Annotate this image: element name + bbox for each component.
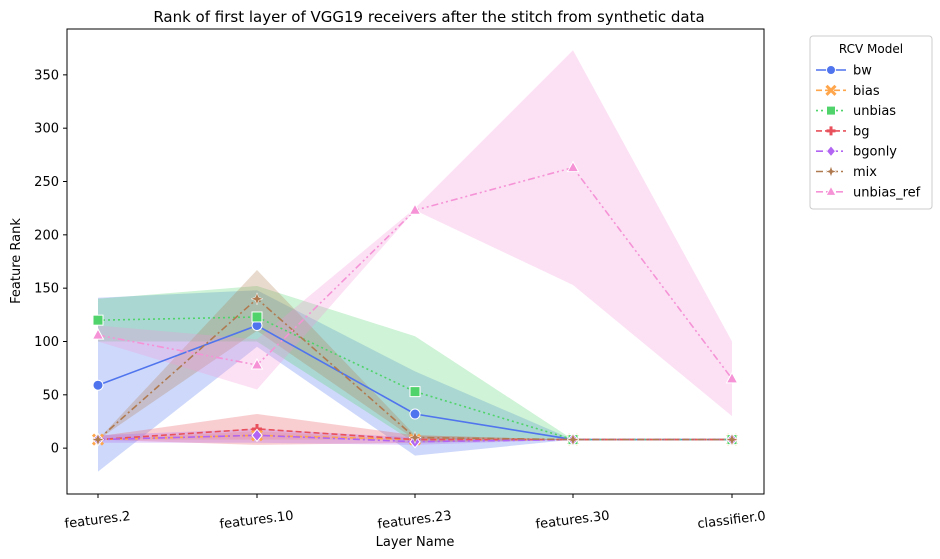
legend-marker-mix-shape (824, 165, 838, 178)
legend-marker-bg-shape (826, 126, 836, 136)
legend-marker-bias-shape (825, 84, 837, 96)
legend-marker-unbias (826, 105, 836, 116)
legend-marker-bw (826, 65, 836, 75)
marker-unbias-features.2 (92, 314, 104, 326)
marker-unbias-features.23 (409, 386, 421, 398)
marker-bgonly-features.10-shape (251, 428, 263, 443)
chart-title: Rank of first layer of VGG19 receivers a… (153, 8, 704, 26)
marker-mix-features.2 (91, 432, 105, 447)
legend-marker-bgonly-shape (825, 145, 837, 158)
legend-label-bgonly: bgonly (853, 145, 897, 160)
legend-label-unbias: unbias (853, 104, 896, 119)
legend-marker-bg (826, 126, 836, 136)
marker-unbias-features.10-shape (251, 311, 263, 323)
legend-label-mix: mix (853, 165, 877, 180)
marker-bw-features.2 (92, 379, 104, 391)
x-tick-label-features.2: features.2 (64, 509, 131, 532)
x-tick-label-features.10: features.10 (219, 509, 295, 533)
marker-unbias-features.23-shape (409, 386, 421, 398)
marker-mix-classifier.0-shape (725, 432, 739, 447)
marker-bw-features.23-shape (409, 408, 421, 420)
legend: RCV Model bw bias unbias bg bgonly mix unbias_… (809, 35, 933, 210)
legend-marker-unbias-shape (826, 105, 836, 116)
marker-unbias_ref-classifier.0 (725, 371, 739, 384)
legend-marker-bias (825, 84, 837, 96)
legend-label-bg: bg (853, 124, 870, 139)
y-tick-label-50: 50 (42, 388, 59, 403)
legend-marker-mix (824, 165, 838, 178)
x-axis: features.2 features.10 features.23 features… (64, 494, 767, 533)
marker-unbias_ref-features.23-shape (408, 203, 422, 215)
series-markers (91, 160, 739, 449)
marker-unbias-features.10 (251, 311, 263, 323)
y-axis-label: Feature Rank (9, 218, 24, 304)
marker-bw-features.2-shape (92, 379, 104, 391)
marker-mix-features.30-shape (566, 432, 580, 447)
y-tick-label-300: 300 (34, 122, 59, 137)
legend-item-bias: bias (816, 84, 880, 99)
legend-marker-bgonly (825, 145, 837, 158)
legend-box (809, 35, 933, 210)
marker-unbias_ref-features.2-shape (91, 328, 105, 340)
y-tick-label-100: 100 (34, 335, 59, 350)
y-tick-label-250: 250 (34, 175, 59, 190)
marker-mix-features.10 (250, 292, 264, 306)
marker-unbias_ref-features.2 (91, 328, 105, 340)
y-tick-label-0: 0 (51, 442, 59, 457)
legend-item-bw: bw (816, 64, 872, 79)
band-bw (98, 290, 732, 472)
y-tick-label-350: 350 (34, 68, 59, 83)
x-tick-label-features.30: features.30 (535, 509, 611, 533)
y-tick-label-200: 200 (34, 228, 59, 243)
marker-mix-features.2-shape (91, 432, 105, 447)
confidence-bands (98, 50, 732, 472)
marker-unbias_ref-features.23 (408, 203, 422, 215)
x-tick-label-classifier.0: classifier.0 (697, 509, 767, 532)
marker-unbias_ref-features.30-shape (566, 160, 580, 173)
y-tick-label-150: 150 (34, 282, 59, 297)
legend-title: RCV Model (839, 42, 903, 56)
y-axis: 0 50 100 150 200 250 300 350 (34, 68, 67, 457)
legend-label-unbias_ref: unbias_ref (853, 185, 921, 200)
marker-unbias_ref-classifier.0-shape (725, 371, 739, 384)
marker-mix-features.23-shape (408, 430, 422, 445)
legend-marker-unbias_ref-shape (825, 185, 837, 196)
x-axis-label: Layer Name (376, 535, 455, 550)
marker-unbias-features.2-shape (92, 314, 104, 326)
legend-marker-unbias_ref (825, 185, 837, 196)
marker-unbias_ref-features.30 (566, 160, 580, 173)
legend-label-bias: bias (853, 84, 880, 99)
x-tick-label-features.23: features.23 (377, 509, 453, 533)
legend-item-unbias: unbias (816, 104, 896, 119)
legend-item-mix: mix (816, 165, 877, 180)
band-unbias_ref (98, 50, 732, 417)
marker-mix-features.10-shape (250, 292, 264, 306)
marker-bw-features.23 (409, 408, 421, 420)
legend-item-bg: bg (816, 124, 870, 139)
legend-marker-bw-shape (826, 65, 836, 75)
legend-item-bgonly: bgonly (816, 145, 897, 160)
marker-unbias_ref-features.10-shape (250, 357, 264, 370)
marker-mix-features.30 (566, 432, 580, 447)
legend-label-bw: bw (853, 64, 872, 79)
marker-mix-classifier.0 (725, 432, 739, 447)
marker-mix-features.23 (408, 430, 422, 445)
marker-unbias_ref-features.10 (250, 357, 264, 370)
legend-item-unbias_ref: unbias_ref (816, 185, 921, 200)
marker-bgonly-features.10 (251, 428, 263, 443)
